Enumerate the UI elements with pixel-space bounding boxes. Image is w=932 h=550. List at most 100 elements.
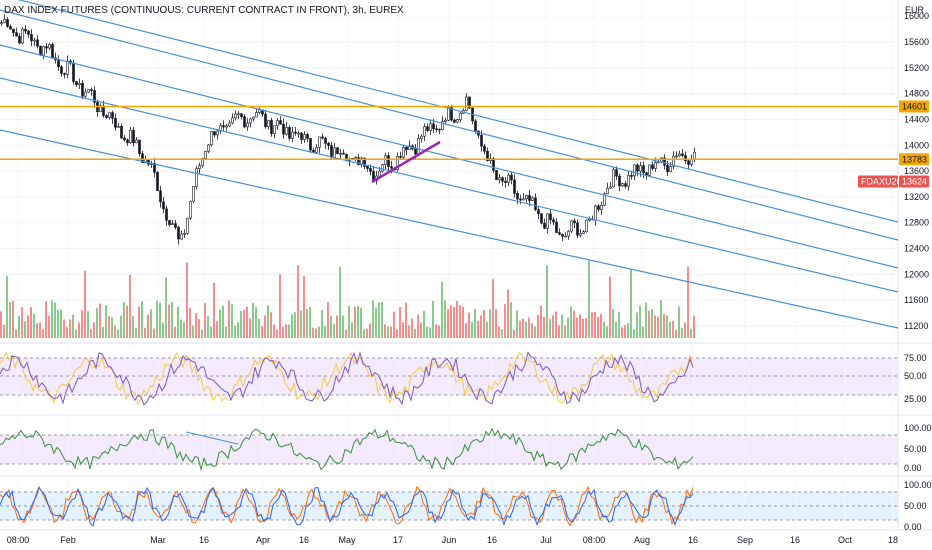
volume-bar: [174, 326, 176, 338]
candle-body: [132, 129, 135, 144]
volume-bar: [213, 282, 215, 338]
candle-body: [87, 89, 90, 93]
volume-bar: [483, 309, 485, 338]
candle-body: [177, 227, 180, 240]
volume-bar: [228, 300, 230, 338]
price-tick-label: 11600: [904, 295, 928, 305]
volume-bar: [249, 318, 251, 338]
candle-body: [249, 118, 252, 124]
volume-bar: [420, 322, 422, 338]
candle-body: [528, 195, 531, 201]
candle-body: [9, 26, 12, 30]
candle-body: [687, 160, 690, 165]
candle-body: [171, 223, 174, 225]
volume-bar: [546, 265, 548, 338]
trend-line[interactable]: [371, 140, 441, 184]
volume-bar: [279, 274, 281, 338]
candle-body: [474, 120, 477, 132]
volume-bar: [438, 325, 440, 338]
volume-bar: [201, 329, 203, 338]
candle-body: [564, 235, 567, 238]
horizontal-levels: [0, 105, 898, 161]
candle-body: [432, 123, 435, 130]
volume-bar: [12, 300, 14, 338]
volume-bar: [567, 317, 569, 338]
volume-bar: [42, 329, 44, 338]
candle-body: [126, 139, 129, 144]
candle-body: [279, 120, 282, 125]
candle-body: [18, 35, 21, 44]
candle-body: [573, 220, 576, 224]
volume-bar: [633, 329, 635, 338]
stochastic-k-line: [0, 486, 694, 527]
volume-bar: [681, 328, 683, 338]
price-tick-label: 14000: [904, 140, 929, 150]
volume-bar: [390, 326, 392, 338]
volume-bar: [444, 300, 446, 338]
candle-body: [324, 137, 327, 144]
volume-bar: [24, 321, 26, 338]
candle-body: [468, 96, 471, 109]
volume-bar: [447, 309, 449, 338]
volume-bar: [237, 322, 239, 338]
volume-bar: [366, 328, 368, 338]
volume-bar: [258, 319, 260, 338]
volume-bar: [666, 315, 668, 338]
volume-bar: [234, 325, 236, 338]
candle-body: [648, 164, 651, 176]
time-tick-label: Sep: [737, 535, 753, 545]
volume-bar: [381, 301, 383, 338]
candle-body: [363, 157, 366, 167]
price-tag-box: [899, 100, 929, 113]
volume-bar: [660, 300, 662, 338]
candle-body: [192, 186, 195, 202]
volume-bar: [66, 326, 68, 338]
candle-body: [642, 165, 645, 174]
volume-bar: [282, 326, 284, 338]
candle-body: [84, 91, 87, 97]
candle-body: [543, 222, 546, 229]
volume-bar: [555, 311, 557, 338]
volume-bar: [687, 266, 689, 338]
volume-bar: [501, 329, 503, 338]
trendline-segment: [371, 140, 441, 184]
candle-body: [198, 165, 201, 169]
stochastic-pane: [0, 485, 898, 527]
oscillator-pane: [0, 427, 898, 472]
volume-bar: [267, 305, 269, 338]
volume-bar: [651, 309, 653, 338]
price-tag-box: [858, 175, 898, 188]
candle-body: [603, 193, 606, 206]
volume-bar: [450, 305, 452, 338]
candle-body: [0, 22, 3, 25]
volume-bar: [453, 306, 455, 338]
volume-bar: [360, 307, 362, 338]
volume-bar: [549, 319, 551, 338]
candle-body: [117, 125, 120, 128]
volume-bar: [576, 317, 578, 338]
candle-body: [558, 232, 561, 235]
candle-body: [690, 159, 693, 165]
volume-bar: [222, 305, 224, 338]
candle-body: [333, 147, 336, 158]
channel-line: [0, 129, 899, 329]
candle-body: [237, 113, 240, 116]
candle-body: [615, 169, 618, 177]
volume-bar: [204, 302, 206, 338]
candle-body: [342, 152, 345, 155]
volume-bar: [570, 306, 572, 338]
volume-bar: [582, 318, 584, 338]
price-tick-label: 14800: [904, 89, 929, 99]
volume-bar: [489, 309, 491, 338]
volume-bar: [240, 311, 242, 338]
volume-bar: [495, 309, 497, 338]
candle-body: [669, 166, 672, 172]
candle-body: [60, 66, 63, 74]
candle-body: [72, 62, 75, 82]
channel-line: [0, 44, 899, 269]
volume-bar: [285, 324, 287, 338]
volume-bar: [375, 307, 377, 338]
volume-bar: [462, 306, 464, 338]
channel-line: [0, 9, 899, 241]
